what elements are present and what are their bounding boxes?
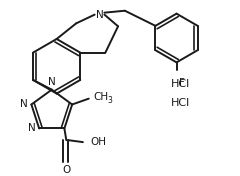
Text: HCl: HCl — [171, 98, 190, 108]
Text: N: N — [28, 123, 35, 133]
Text: OH: OH — [91, 137, 107, 147]
Text: N: N — [96, 10, 103, 20]
Text: CH: CH — [94, 92, 109, 102]
Text: F: F — [180, 78, 185, 88]
Text: N: N — [20, 99, 27, 109]
Text: O: O — [62, 165, 71, 175]
Text: HCl: HCl — [171, 79, 190, 89]
Text: N: N — [48, 77, 56, 87]
Text: 3: 3 — [107, 96, 112, 105]
